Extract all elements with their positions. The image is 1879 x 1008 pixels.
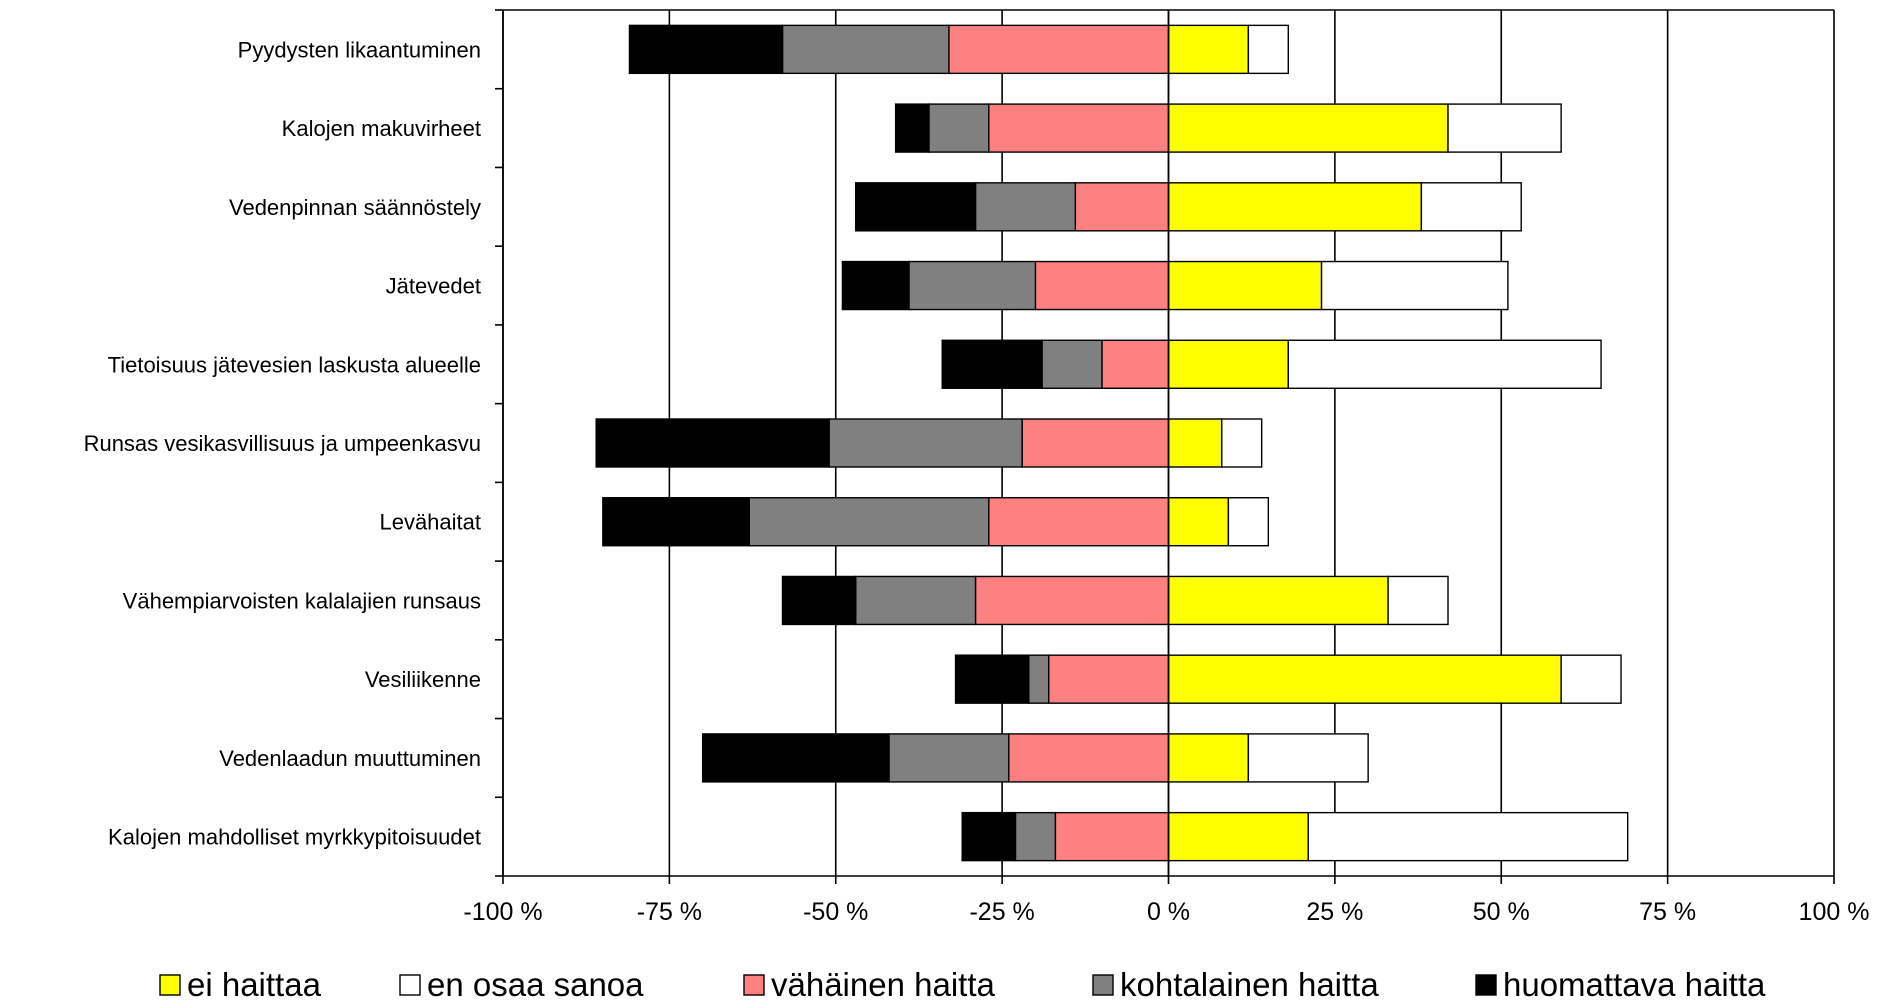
bar-segment-ei-haittaa bbox=[1167, 733, 1250, 783]
bar-segment-kohtalainen-haitta bbox=[974, 182, 1077, 232]
bar-segment-ei-haittaa bbox=[1167, 418, 1223, 468]
category-label: Tietoisuus jätevesien laskusta alueelle bbox=[108, 352, 481, 377]
bar-segment-en-osaa-sanoa bbox=[1307, 811, 1629, 862]
bar-segment-kohtalainen-haitta bbox=[928, 103, 990, 153]
x-tick-labels: -100 % -75 % -50 % -25 % 0 % 25 % 50 % 75 % 100 … bbox=[463, 898, 1869, 926]
bar-segment-en-osaa-sanoa bbox=[1287, 339, 1602, 389]
bar-segment-vähäinen-haitta bbox=[1074, 182, 1170, 232]
bar-segment-huomattava-haitta bbox=[628, 24, 784, 75]
bar-segment-en-osaa-sanoa bbox=[1247, 733, 1369, 783]
bar-segment-ei-haittaa bbox=[1167, 260, 1323, 311]
bar-segment-huomattava-haitta bbox=[954, 654, 1030, 704]
bar-segment-huomattava-haitta bbox=[841, 260, 910, 311]
bar-segment-en-osaa-sanoa bbox=[1560, 654, 1622, 704]
bar-segment-en-osaa-sanoa bbox=[1247, 24, 1289, 75]
bar-segment-vähäinen-haitta bbox=[1034, 260, 1170, 311]
category-labels: Pyydysten likaantuminen Kalojen makuvirhe… bbox=[84, 37, 481, 849]
legend-swatch bbox=[1092, 974, 1114, 996]
bar-segment-huomattava-haitta bbox=[781, 575, 857, 626]
legend-label: vähäinen haitta bbox=[771, 966, 995, 1003]
category-label: Jätevedet bbox=[386, 274, 481, 299]
bar-segment-huomattava-haitta bbox=[894, 103, 930, 153]
bar-segment-ei-haittaa bbox=[1167, 24, 1250, 75]
x-tick-label: 0 % bbox=[1147, 898, 1190, 926]
x-tick-label: -75 % bbox=[637, 898, 702, 926]
category-label: Vähempiarvoisten kalalajien runsaus bbox=[123, 588, 481, 613]
bar-segment-kohtalainen-haitta bbox=[908, 260, 1037, 311]
legend: ei haittaa en osaa sanoa vähäinen haitta ko… bbox=[159, 966, 1766, 1003]
legend-label: kohtalainen haitta bbox=[1120, 966, 1379, 1003]
x-tick-label: 50 % bbox=[1473, 898, 1530, 926]
bar-segment-en-osaa-sanoa bbox=[1221, 418, 1263, 468]
x-tick-label: -25 % bbox=[969, 898, 1034, 926]
legend-swatch bbox=[743, 974, 765, 996]
x-tick-label: -100 % bbox=[463, 898, 542, 926]
category-label: Vesiliikenne bbox=[365, 667, 481, 692]
bar-segment-en-osaa-sanoa bbox=[1420, 182, 1522, 232]
category-label: Kalojen makuvirheet bbox=[282, 116, 481, 141]
bar-segment-kohtalainen-haitta bbox=[748, 497, 990, 547]
bar-segment-vähäinen-haitta bbox=[948, 24, 1170, 75]
bar-segment-vähäinen-haitta bbox=[988, 103, 1170, 153]
bar-segment-vähäinen-haitta bbox=[1021, 418, 1170, 468]
bar-segment-ei-haittaa bbox=[1167, 103, 1449, 153]
bar-segment-vähäinen-haitta bbox=[1054, 811, 1170, 862]
x-tick-label: 25 % bbox=[1306, 898, 1363, 926]
legend-label: ei haittaa bbox=[187, 966, 322, 1003]
bar-segment-huomattava-haitta bbox=[595, 418, 830, 468]
legend-label: en osaa sanoa bbox=[427, 966, 644, 1003]
category-label: Runsas vesikasvillisuus ja umpeenkasvu bbox=[84, 431, 481, 456]
bar-segment-ei-haittaa bbox=[1167, 575, 1389, 626]
axes bbox=[495, 9, 1835, 884]
bar-segment-en-osaa-sanoa bbox=[1387, 575, 1449, 626]
bar-segment-kohtalainen-haitta bbox=[828, 418, 1023, 468]
bar-segment-kohtalainen-haitta bbox=[1041, 339, 1103, 389]
bar-segment-en-osaa-sanoa bbox=[1227, 497, 1270, 547]
x-tick-label: 75 % bbox=[1639, 898, 1696, 926]
bar-segment-huomattava-haitta bbox=[701, 733, 890, 783]
bar-segment-ei-haittaa bbox=[1167, 339, 1289, 389]
bar-segment-vähäinen-haitta bbox=[1008, 733, 1170, 783]
bar-segment-kohtalainen-haitta bbox=[855, 575, 977, 626]
bar-segment-huomattava-haitta bbox=[941, 339, 1043, 389]
bar-segment-vähäinen-haitta bbox=[974, 575, 1170, 626]
x-tick-label: 100 % bbox=[1799, 898, 1870, 926]
category-label: Vedenpinnan säännöstely bbox=[229, 195, 481, 220]
bar-segment-huomattava-haitta bbox=[602, 497, 750, 547]
bar-segment-ei-haittaa bbox=[1167, 497, 1230, 547]
bar-segment-vähäinen-haitta bbox=[1101, 339, 1170, 389]
category-label: Kalojen mahdolliset myrkkypitoisuudet bbox=[108, 825, 481, 850]
bar-segment-vähäinen-haitta bbox=[988, 497, 1170, 547]
bar-segment-ei-haittaa bbox=[1167, 811, 1309, 862]
bar-segment-ei-haittaa bbox=[1167, 654, 1562, 704]
bar-segment-en-osaa-sanoa bbox=[1447, 103, 1562, 153]
bars bbox=[595, 24, 1629, 862]
category-label: Pyydysten likaantuminen bbox=[238, 37, 481, 62]
category-label: Levähaitat bbox=[379, 510, 481, 535]
x-tick-label: -50 % bbox=[803, 898, 868, 926]
bar-segment-ei-haittaa bbox=[1167, 182, 1423, 232]
bar-segment-vähäinen-haitta bbox=[1048, 654, 1170, 704]
legend-label: huomattava haitta bbox=[1503, 966, 1766, 1003]
bar-segment-kohtalainen-haitta bbox=[1014, 811, 1057, 862]
bar-segment-kohtalainen-haitta bbox=[888, 733, 1010, 783]
legend-swatch bbox=[1475, 974, 1497, 996]
bar-segment-kohtalainen-haitta bbox=[781, 24, 950, 75]
bar-segment-en-osaa-sanoa bbox=[1320, 260, 1509, 311]
bar-segment-kohtalainen-haitta bbox=[1028, 654, 1050, 704]
legend-swatch bbox=[159, 974, 181, 996]
bar-segment-huomattava-haitta bbox=[961, 811, 1017, 862]
legend-swatch bbox=[399, 974, 421, 996]
category-label: Vedenlaadun muuttuminen bbox=[219, 746, 481, 771]
bar-segment-huomattava-haitta bbox=[855, 182, 977, 232]
